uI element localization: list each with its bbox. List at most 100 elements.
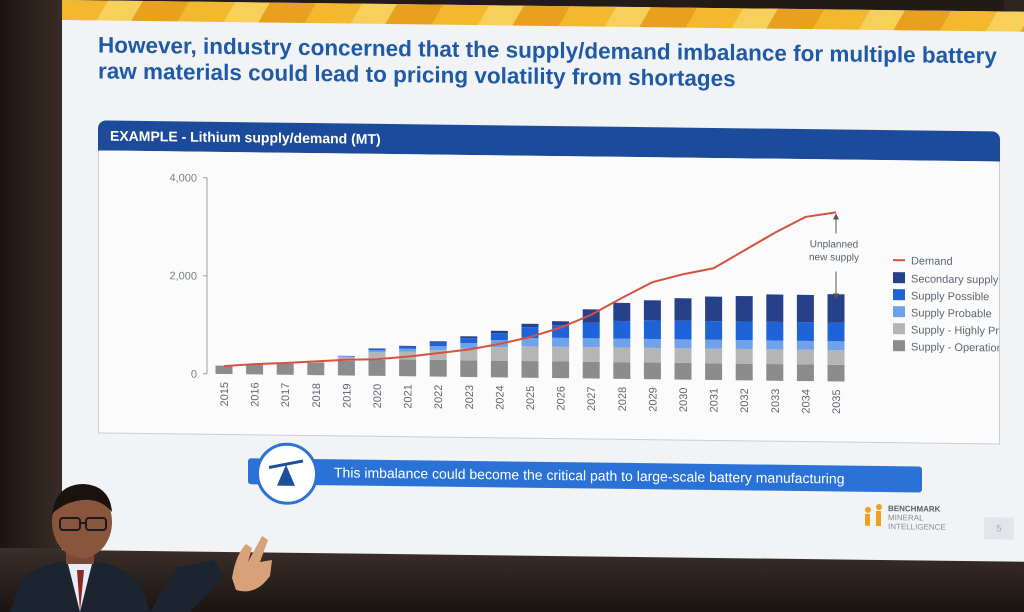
y-tick-label: 2,000 [169, 270, 197, 282]
legend-label: Supply - Operational [911, 341, 999, 354]
bar-segment [552, 321, 570, 326]
x-tick-label: 2023 [464, 385, 476, 410]
bar-segment [490, 346, 508, 361]
callout-text: This imbalance could become the critical… [334, 464, 845, 487]
bar-segment [582, 338, 600, 348]
bar-segment [337, 360, 355, 376]
bar-segment [399, 348, 417, 352]
bar-segment [766, 340, 784, 350]
bar-segment [307, 362, 325, 376]
bar-segment [368, 359, 386, 376]
bar-segment [429, 359, 447, 377]
bar-segment [643, 320, 661, 340]
bar-segment [705, 348, 723, 364]
bar-segment [827, 349, 845, 365]
x-tick-label: 2024 [494, 385, 506, 410]
bar-segment [582, 322, 600, 339]
bar-segment [521, 323, 539, 328]
page-number: 5 [984, 517, 1014, 540]
slide-header-banner [62, 0, 1024, 32]
x-tick-label: 2026 [556, 386, 568, 411]
bar-segment [337, 355, 355, 357]
bar-segment [735, 295, 753, 322]
bar-segment [246, 364, 264, 375]
bar-segment [399, 345, 417, 347]
legend-swatch [893, 306, 905, 318]
bar-segment [705, 363, 723, 381]
benchmark-logo-icon [865, 503, 882, 527]
bar-segment [490, 330, 508, 334]
presentation-slide: However, industry concerned that the sup… [62, 0, 1024, 562]
bar-segment [552, 346, 570, 362]
balance-scale-icon [256, 442, 318, 506]
demand-line [223, 211, 837, 368]
x-tick-label: 2034 [800, 389, 812, 414]
legend-swatch [893, 272, 905, 284]
bar-segment [705, 321, 723, 340]
legend-label: Supply Probable [911, 307, 992, 320]
callout-banner: This imbalance could become the critical… [248, 458, 922, 493]
bar-segment [735, 340, 753, 350]
bar-segment [552, 337, 570, 347]
benchmark-logo: BENCHMARK MINERAL INTELLIGENCE [862, 502, 972, 537]
bar-segment [827, 322, 845, 342]
bar-segment [735, 348, 753, 364]
bar-segment [613, 347, 631, 363]
bar-segment [490, 333, 508, 341]
x-tick-label: 2032 [739, 388, 751, 413]
x-tick-label: 2016 [250, 382, 262, 407]
legend-swatch [893, 323, 905, 335]
bar-segment [613, 362, 631, 379]
bar-segment [460, 348, 478, 361]
slide-headline: However, industry concerned that the sup… [98, 32, 997, 92]
bar-segment [643, 362, 661, 380]
bar-segment [582, 361, 600, 379]
bar-segment [337, 356, 355, 357]
logo-line-intelligence: INTELLIGENCE [888, 522, 946, 532]
x-tick-label: 2017 [280, 383, 292, 408]
bar-segment [827, 364, 845, 382]
x-tick-label: 2031 [709, 388, 721, 413]
bar-segment [643, 338, 661, 348]
legend-label: Demand [911, 255, 953, 268]
room-wall-left [0, 0, 62, 612]
x-tick-label: 2033 [770, 389, 782, 414]
lithium-supply-demand-chart: 0 2,000 4,000 2015 2016 2017 2018 2019 2020 2021 2… [169, 172, 999, 414]
bar-segment [460, 338, 478, 344]
bar-segment [674, 348, 692, 364]
bar-segment [705, 339, 723, 349]
legend-label: Supply Possible [911, 290, 989, 303]
bar-segment [766, 349, 784, 365]
bar-segment [613, 302, 631, 322]
logo-line-mineral: MINERAL [888, 513, 924, 523]
annotation-arrowhead-down [833, 293, 839, 300]
bar-segment [490, 360, 508, 378]
presenter [10, 484, 272, 612]
bar-segment [368, 350, 386, 353]
bar-segment [521, 360, 539, 378]
bar-segment [827, 341, 845, 351]
legend-swatch [893, 340, 905, 352]
bar-segment [460, 336, 478, 339]
legend-label: Secondary supply [911, 273, 999, 286]
bar-segment [766, 363, 784, 381]
bar-segment [796, 294, 814, 323]
x-tick-label: 2020 [372, 384, 384, 409]
bar-segment [674, 320, 692, 340]
x-tick-label: 2030 [678, 388, 690, 413]
bar-segment [368, 348, 386, 351]
bar-segment [460, 360, 478, 378]
bar-segment [429, 346, 447, 351]
annotation-arrowhead-up [833, 213, 839, 220]
chart-panel: 0 2,000 4,000 2015 2016 2017 2018 2019 2020 2021 2… [98, 150, 1000, 445]
bar-segment [215, 365, 233, 375]
x-tick-label: 2035 [831, 389, 843, 414]
chart-panel-title: EXAMPLE - Lithium supply/demand (MT) [110, 127, 381, 147]
bar-segment [552, 361, 570, 379]
x-tick-label: 2018 [311, 383, 323, 408]
legend-swatch [893, 289, 905, 301]
bar-segment [766, 321, 784, 341]
bar-segment [613, 338, 631, 348]
bar-segment [705, 296, 723, 322]
y-tick-label: 0 [191, 369, 197, 381]
